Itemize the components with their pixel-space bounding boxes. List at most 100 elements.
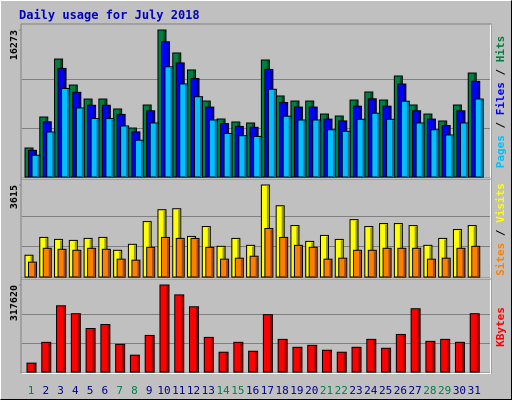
bar-face [223,132,233,178]
legend-separator: / [494,223,507,243]
x-tick-label: 5 [87,384,94,397]
bar [440,338,451,373]
bar [400,100,410,178]
bar-shade [373,251,376,277]
bar-face [262,314,273,373]
bar-shade [392,120,395,177]
bar-shade [362,120,365,177]
bar-shade [285,238,288,277]
bar-face [426,258,436,278]
bar-face [415,122,425,178]
bar-face [323,258,333,278]
bar-shade [166,286,169,372]
bar-shade [34,263,36,277]
bar [72,249,82,278]
bar-shade [244,136,247,177]
panel-bevel [21,279,491,374]
bar [321,349,332,373]
bar-shade [377,114,380,177]
x-tick-label: 1 [28,384,35,397]
x-tick-label: 16 [246,384,259,397]
bar-shade [225,353,228,372]
bar-shade [152,248,155,277]
bar-shade [122,260,125,277]
bar [445,134,455,178]
bar [146,246,156,278]
bar-face [220,258,230,278]
bar-shade [140,141,143,177]
bar-shade [480,100,483,177]
x-tick-label: 18 [276,384,289,397]
bar [208,119,218,178]
bar-face [326,129,336,178]
x-tick-label: 30 [453,384,466,397]
x-tick-label: 19 [290,384,303,397]
bar-shade [332,130,335,177]
x-tick-label: 31 [468,384,481,397]
bar-face [190,237,200,278]
bar-face [459,122,469,178]
bar [279,236,289,278]
bar-shade [77,314,80,372]
bar-face [400,100,410,178]
bar-face [445,134,455,178]
bar [28,261,37,278]
bar-face [238,135,248,178]
bar-face [31,154,41,178]
bar-face [456,247,466,278]
bar-shade [436,130,439,177]
bar-face [61,87,71,178]
bar [100,324,111,373]
x-tick-label: 14 [216,384,230,397]
bar-shade [78,251,81,277]
bar [292,346,303,373]
legend: Sites / Visits [494,183,507,276]
bar [264,228,274,278]
bar-shade [93,249,96,277]
x-tick-label: 10 [157,384,170,397]
bar-face [282,115,292,178]
bar [105,118,115,178]
x-tick-label: 4 [72,384,79,397]
bar [249,255,259,278]
bar-shade [477,247,480,277]
bar-shade [211,248,214,277]
bar-face [87,247,97,278]
bar-shade [406,102,409,177]
bar [397,247,407,278]
bar-face [248,350,259,373]
bar [386,118,396,178]
bar-shade [81,108,84,177]
bar-shade [185,84,188,177]
bar-face [205,246,215,278]
bar-face [367,249,377,278]
bar-shade [107,325,110,372]
bar-face [307,344,318,373]
bar-shade [255,352,258,372]
bar-shade [417,309,420,372]
bar-shade [155,123,158,177]
bar-shade [67,89,70,177]
x-tick-label: 21 [320,384,333,397]
bar-face [72,249,82,278]
bar-face [353,249,363,278]
bar [412,247,422,278]
bar [430,129,440,178]
bar-shade [269,315,272,372]
bar-shade [303,120,306,177]
bar-face [469,313,480,373]
bar [308,246,318,278]
bar [56,305,67,373]
bar-shade [299,348,302,372]
bar-face [430,129,440,178]
bar [57,248,67,278]
bar [41,341,52,373]
bar [410,308,421,373]
x-tick-label: 7 [116,384,123,397]
bar-face [425,340,436,373]
bar [116,258,126,278]
bar-shade [421,123,424,177]
bar-face [249,255,259,278]
x-tick-label: 17 [261,384,274,397]
